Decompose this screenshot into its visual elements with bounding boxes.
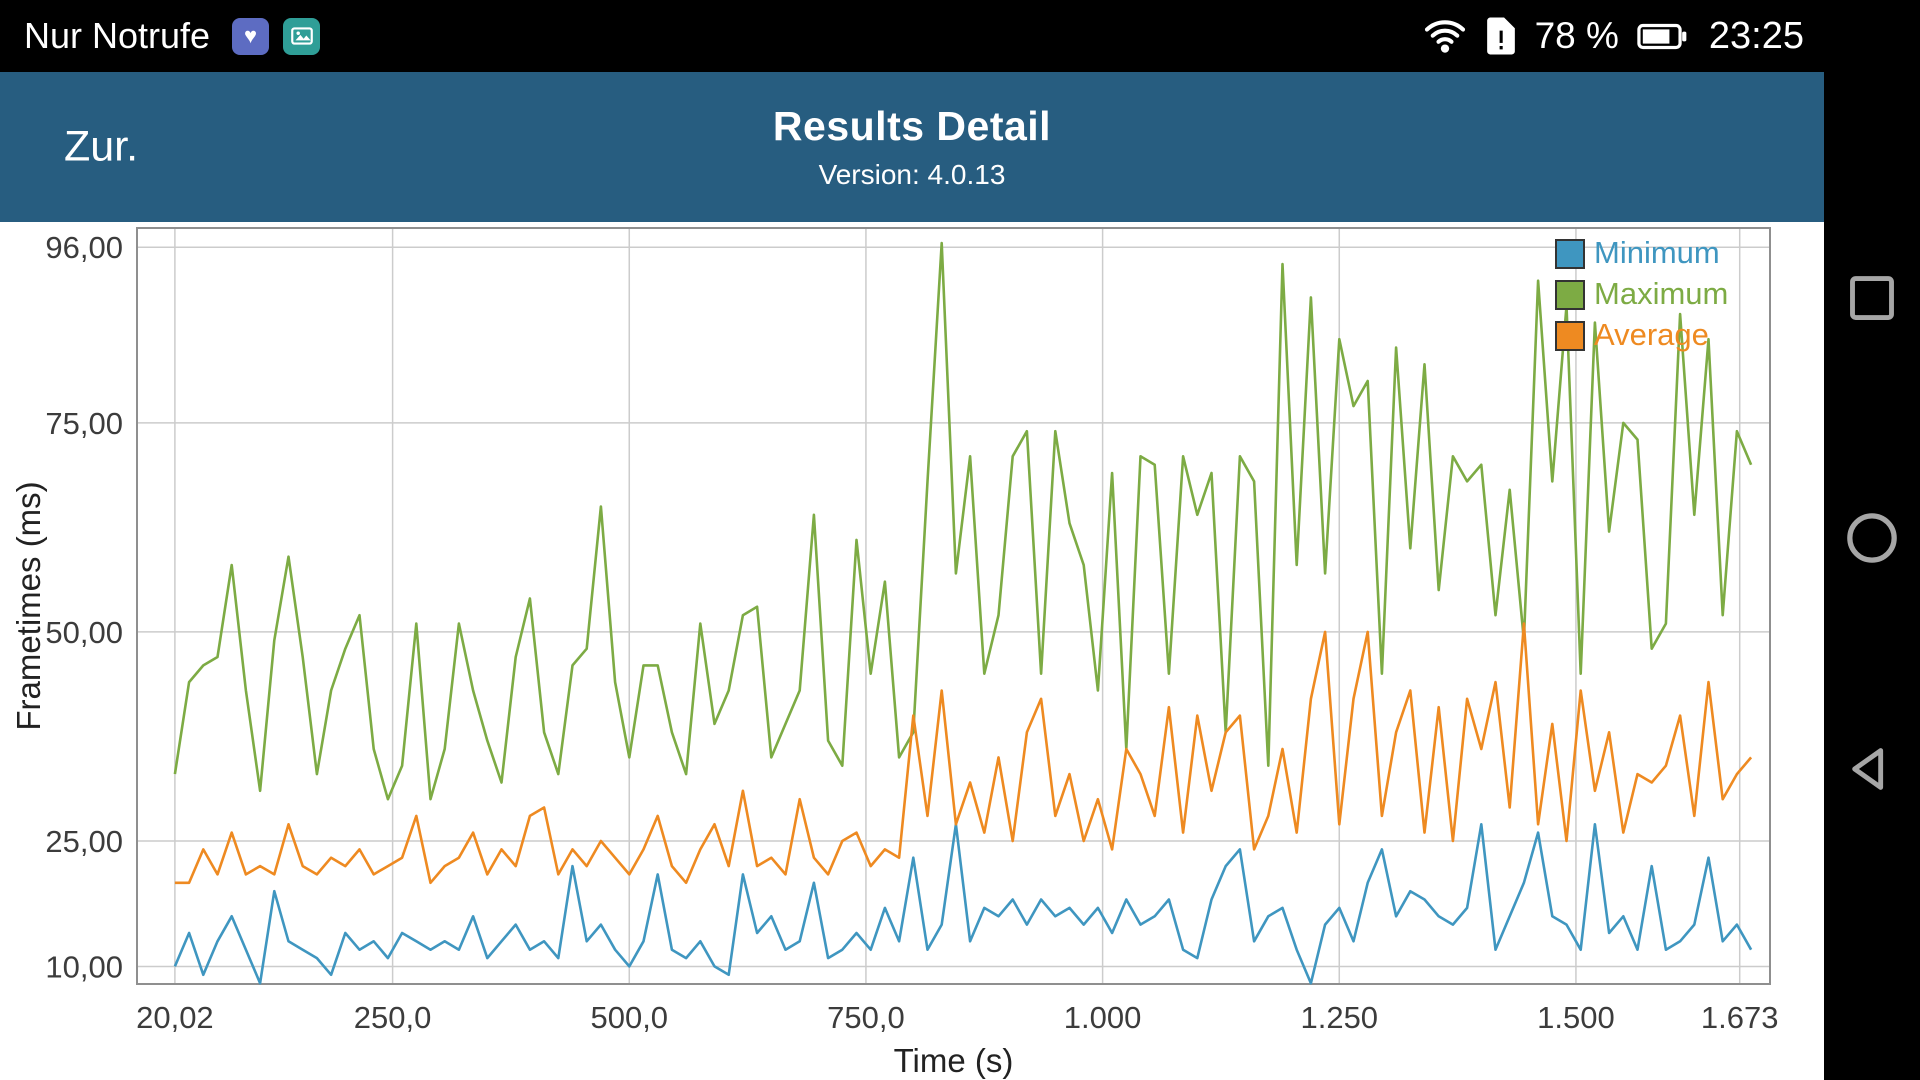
battery-icon	[1637, 23, 1687, 49]
android-nav-bar	[1824, 72, 1920, 1080]
legend-swatch-average	[1555, 321, 1585, 351]
wifi-icon	[1424, 20, 1465, 53]
svg-text:10,00: 10,00	[45, 949, 123, 984]
back-button[interactable]: Zur.	[64, 122, 139, 171]
plot-border	[136, 227, 1771, 985]
svg-text:1.250: 1.250	[1300, 1000, 1378, 1035]
sim-card-icon	[1486, 17, 1515, 55]
x-tick-labels: 20,02 250,0 500,0 750,0 1.000 1.250 1.500 1.673	[136, 1000, 1778, 1035]
svg-text:1.000: 1.000	[1064, 1000, 1142, 1035]
status-bar: Nur Notrufe ♥ 78 %	[0, 0, 1824, 72]
svg-text:250,0: 250,0	[354, 1000, 432, 1035]
frametimes-chart-svg: 20,02 250,0 500,0 750,0 1.000 1.250 1.500 1.673…	[0, 222, 1824, 1080]
svg-text:750,0: 750,0	[827, 1000, 905, 1035]
series-average-line	[174, 622, 1753, 885]
svg-text:50,00: 50,00	[45, 615, 123, 650]
svg-text:25,00: 25,00	[45, 824, 123, 859]
app-header: Zur. Results Detail Version: 4.0.13	[0, 72, 1824, 222]
clock-label: 23:25	[1708, 14, 1804, 57]
svg-text:1.673: 1.673	[1701, 1000, 1779, 1035]
back-nav-button[interactable]	[1846, 743, 1898, 800]
chart-legend: Minimum Maximum Average	[1555, 235, 1728, 352]
screenshot-notification-icon	[283, 17, 321, 55]
svg-text:96,00: 96,00	[45, 230, 123, 265]
series-maximum-line	[173, 241, 1753, 801]
legend-label-average: Average	[1594, 317, 1709, 352]
photo-icon	[290, 27, 313, 45]
back-icon	[1852, 748, 1884, 790]
carrier-label: Nur Notrufe	[24, 15, 211, 56]
recents-icon	[1850, 276, 1894, 320]
legend-label-maximum: Maximum	[1594, 276, 1728, 311]
recents-button[interactable]	[1846, 272, 1898, 329]
svg-text:20,02: 20,02	[136, 1000, 214, 1035]
heart-rate-notification-icon: ♥	[232, 17, 270, 55]
y-tick-labels: 10,00 25,00 50,00 75,00 96,00	[45, 230, 123, 984]
legend-swatch-maximum	[1555, 280, 1585, 310]
x-axis-title: Time (s)	[894, 1042, 1014, 1079]
legend-label-minimum: Minimum	[1594, 235, 1720, 270]
svg-text:1.500: 1.500	[1537, 1000, 1615, 1035]
svg-text:500,0: 500,0	[590, 1000, 668, 1035]
version-subtitle: Version: 4.0.13	[818, 159, 1006, 190]
battery-percent-label: 78 %	[1534, 15, 1619, 56]
page-title: Results Detail	[772, 103, 1052, 149]
status-right-cluster: 78 % 23:25	[1423, 15, 1804, 58]
y-axis-title: Frametimes (ms)	[10, 481, 47, 730]
home-button[interactable]	[1844, 510, 1900, 571]
frametimes-chart: 20,02 250,0 500,0 750,0 1.000 1.250 1.500 1.673…	[0, 222, 1824, 1080]
svg-text:75,00: 75,00	[45, 406, 123, 441]
legend-swatch-minimum	[1555, 239, 1585, 269]
home-icon	[1847, 513, 1897, 563]
series-minimum-line	[173, 822, 1753, 985]
app-area: Zur. Results Detail Version: 4.0.13 20,0…	[0, 72, 1824, 1080]
